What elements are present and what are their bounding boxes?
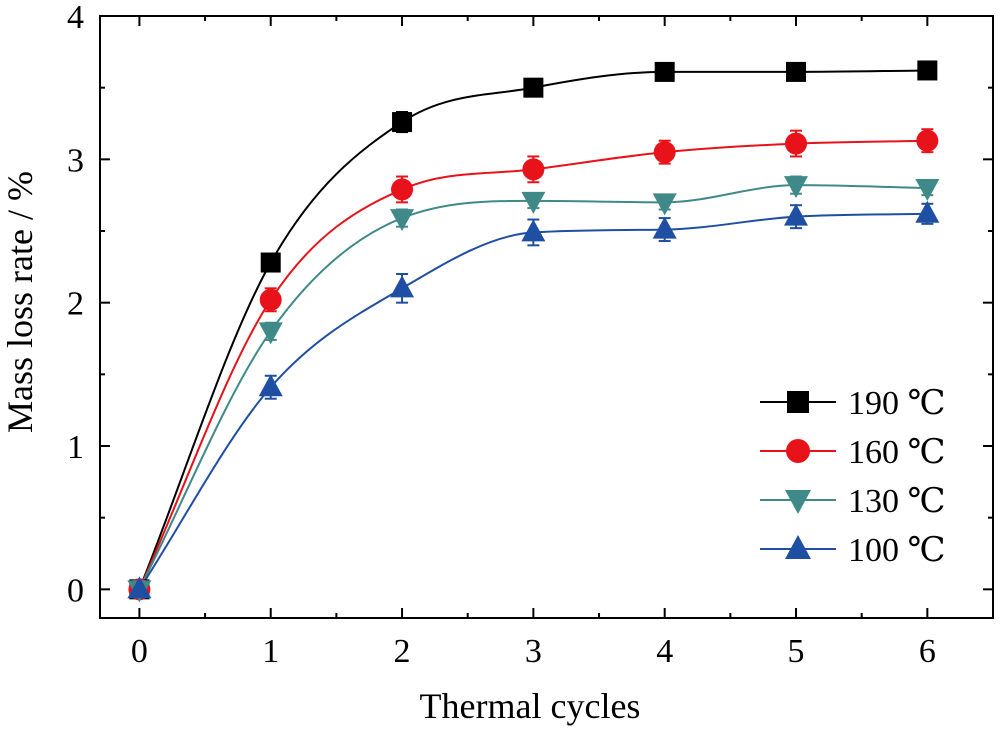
- data-point: [258, 374, 283, 397]
- data-point: [917, 60, 938, 81]
- series-markers: [127, 60, 940, 603]
- data-point: [521, 219, 546, 242]
- data-point: [786, 61, 807, 82]
- data-point: [915, 179, 940, 201]
- x-tick-label: 4: [656, 633, 673, 670]
- data-point: [784, 203, 809, 226]
- data-point: [522, 158, 545, 181]
- data-point: [390, 209, 415, 232]
- x-tick-label: 0: [131, 633, 148, 670]
- data-point: [784, 176, 809, 199]
- data-point: [916, 129, 939, 152]
- y-tick-label: 4: [67, 0, 84, 36]
- data-point: [258, 322, 283, 345]
- y-tick-label: 0: [67, 572, 84, 609]
- x-tick-label: 6: [919, 633, 936, 670]
- y-tick-label: 2: [67, 286, 84, 323]
- data-point: [391, 178, 414, 201]
- data-point: [390, 275, 415, 298]
- data-point: [392, 112, 413, 133]
- legend-marker: [786, 439, 810, 463]
- legend-marker: [785, 535, 811, 559]
- legend: 190 ℃ 160 ℃ 130 ℃ 100 ℃: [760, 385, 946, 569]
- y-axis-title: Mass loss rate / %: [0, 171, 40, 433]
- data-point: [653, 141, 676, 164]
- series-curves: [138, 69, 928, 590]
- y-axis-ticks: 0 1 2 3 4: [67, 0, 993, 609]
- x-axis-title: Thermal cycles: [420, 686, 641, 726]
- y-tick-label: 3: [67, 142, 84, 179]
- legend-marker: [785, 490, 811, 514]
- data-point: [915, 200, 940, 223]
- y-tick-label: 1: [67, 429, 84, 466]
- data-point: [654, 61, 675, 82]
- legend-label: 130 ℃: [848, 483, 946, 520]
- legend-marker: [787, 391, 809, 413]
- x-tick-label: 2: [394, 633, 411, 670]
- series-line-0: [138, 69, 928, 590]
- data-point: [127, 576, 152, 599]
- data-point: [260, 252, 281, 273]
- x-tick-label: 3: [525, 633, 542, 670]
- data-point: [259, 288, 282, 311]
- plot-frame: [99, 15, 994, 619]
- legend-label: 100 ℃: [848, 532, 946, 569]
- data-point: [523, 77, 544, 98]
- data-point: [652, 193, 677, 216]
- legend-label: 190 ℃: [848, 385, 946, 422]
- x-tick-label: 1: [262, 633, 279, 670]
- x-axis-ticks: 0 1 2 3 4 5 6: [131, 16, 936, 670]
- legend-label: 160 ℃: [848, 434, 946, 471]
- x-tick-label: 5: [788, 633, 805, 670]
- data-point: [521, 191, 546, 214]
- data-point: [785, 132, 808, 155]
- data-point: [652, 216, 677, 239]
